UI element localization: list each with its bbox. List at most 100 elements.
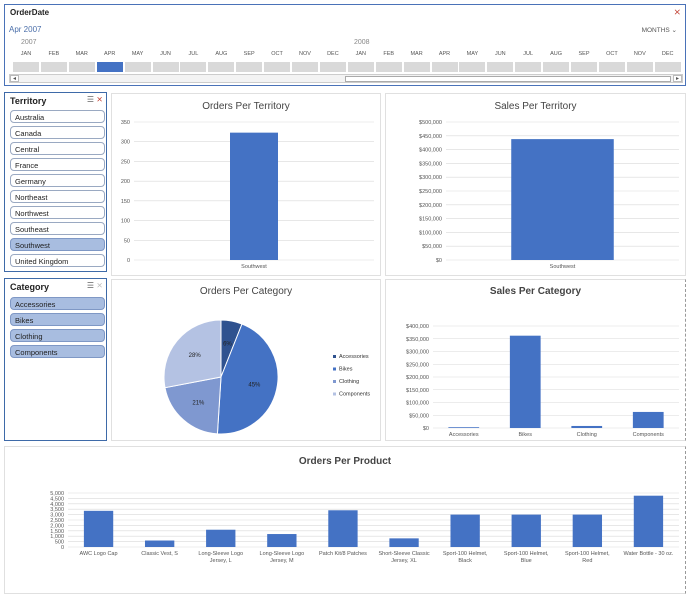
x-tick-label: Jersey, L	[210, 558, 232, 564]
slicer-item[interactable]: United Kingdom	[10, 254, 105, 267]
pie-slice	[216, 323, 279, 435]
timeline-month-cell[interactable]	[13, 62, 39, 72]
timeline-scrollbar[interactable]: ◂ ▸	[9, 74, 683, 83]
timeline-month-cell[interactable]	[236, 62, 263, 72]
slicer-item[interactable]: Northwest	[10, 206, 105, 219]
slicer-title: Category	[10, 282, 50, 292]
y-tick-label: $250,000	[419, 189, 442, 195]
chart-title: Sales Per Territory	[494, 101, 577, 112]
y-tick-label: $100,000	[406, 401, 429, 407]
legend-label: Components	[339, 392, 370, 398]
timeline-month-cell[interactable]	[654, 62, 681, 72]
y-tick-label: $150,000	[406, 388, 429, 394]
timeline-month-cell[interactable]	[124, 62, 151, 72]
slicer-item[interactable]: Accessories	[10, 297, 105, 310]
timeline-month-cell[interactable]	[571, 62, 597, 72]
timeline-year-label: 2008	[354, 39, 370, 46]
timeline-month-cell[interactable]	[626, 62, 653, 72]
timeline-month-cell[interactable]	[96, 62, 123, 72]
y-tick-label: $300,000	[406, 350, 429, 356]
timeline-month-label: JUL	[188, 51, 199, 57]
timeline-month-cell[interactable]	[598, 62, 625, 72]
y-tick-label: 100	[121, 219, 130, 225]
timeline-month-label: MAR	[75, 51, 88, 57]
clear-filter-icon[interactable]: ⨯	[673, 7, 681, 17]
timeline-month-cell[interactable]	[40, 62, 67, 72]
x-tick-label: Components	[633, 432, 664, 438]
y-tick-label: 4,000	[50, 502, 64, 508]
y-tick-label: $400,000	[419, 148, 442, 154]
timeline-month-cell[interactable]	[208, 62, 235, 72]
y-tick-label: 200	[121, 179, 130, 185]
legend-swatch	[333, 380, 336, 383]
timeline-month-cell[interactable]	[347, 62, 374, 72]
orderdate-timeline[interactable]: OrderDate ⨯ Apr 2007 MONTHS ⌄ 2007 2008 …	[4, 4, 686, 86]
chart-title: Orders Per Category	[199, 286, 293, 297]
multi-select-icon[interactable]: ☰	[86, 95, 95, 104]
timeline-month-cell[interactable]	[152, 62, 179, 72]
timeline-month-label: DEC	[327, 51, 339, 57]
bar	[572, 514, 603, 547]
orders-product-plot: 05001,0001,5002,0002,5003,0003,5004,0004…	[50, 491, 679, 564]
multi-select-icon[interactable]: ☰	[86, 281, 95, 290]
slicer-item[interactable]: Germany	[10, 174, 105, 187]
bar	[230, 132, 278, 260]
timeline-month-cell[interactable]	[319, 62, 346, 72]
timeline-month-cell[interactable]	[543, 62, 570, 72]
legend-swatch	[333, 355, 336, 358]
bar	[267, 534, 297, 547]
slicer-item[interactable]: Northeast	[10, 190, 105, 203]
timeline-month-label: JUL	[523, 51, 534, 57]
timeline-month-label: FEB	[383, 51, 395, 57]
legend-swatch	[333, 392, 336, 396]
y-tick-label: 500	[55, 540, 64, 546]
y-tick-label: $200,000	[419, 203, 442, 209]
timeline-month-cell[interactable]	[515, 62, 542, 72]
slicer-item[interactable]: Australia	[10, 110, 105, 123]
y-tick-label: 2,000	[50, 523, 64, 529]
y-tick-label: 4,500	[50, 496, 64, 502]
y-tick-label: 1,500	[50, 529, 64, 535]
slicer-item[interactable]: Southwest	[10, 238, 105, 251]
timeline-month-cell[interactable]	[292, 62, 318, 72]
x-tick-label: Blue	[521, 558, 532, 564]
timeline-month-cell[interactable]	[375, 62, 402, 72]
timeline-level-dropdown[interactable]: MONTHS ⌄	[641, 27, 677, 34]
slicer-item[interactable]: Components	[10, 345, 105, 358]
scroll-right-icon[interactable]: ▸	[673, 75, 682, 82]
timeline-scroll-thumb[interactable]	[345, 76, 671, 82]
sales-per-category-chart: Sales Per Category $0 $50,000 $100,000 $150…	[385, 279, 686, 441]
timeline-month-cell[interactable]	[431, 62, 458, 72]
slicer-item[interactable]: Southeast	[10, 222, 105, 235]
timeline-title: OrderDate	[10, 8, 50, 17]
x-tick-label: Short-Sleeve Classic	[379, 551, 430, 557]
orders-per-territory-chart: Orders Per Territory 0 50 100 150 200 250 300 3…	[111, 93, 381, 276]
scroll-left-icon[interactable]: ◂	[10, 75, 19, 82]
timeline-month-label: NOV	[299, 51, 311, 57]
slicer-item[interactable]: Canada	[10, 126, 105, 139]
clear-filter-icon[interactable]: ⨯	[96, 95, 103, 104]
timeline-month-cell[interactable]	[264, 62, 291, 72]
timeline-month-cell[interactable]	[180, 62, 207, 72]
slicer-item[interactable]: Central	[10, 142, 105, 155]
y-tick-label: 50	[124, 238, 130, 244]
timeline-month-cell[interactable]	[487, 62, 514, 72]
bar	[83, 510, 114, 547]
clear-filter-icon[interactable]: ⨯	[96, 281, 103, 290]
y-tick-label: 3,500	[50, 507, 64, 513]
slicer-item[interactable]: France	[10, 158, 105, 171]
timeline-month-cell[interactable]	[68, 62, 95, 72]
x-tick-label: Jersey, M	[270, 558, 294, 564]
y-tick-label: $50,000	[422, 244, 442, 250]
slicer-item[interactable]: Clothing	[10, 329, 105, 342]
y-tick-label: 0	[61, 545, 64, 551]
timeline-month-cell[interactable]	[459, 62, 486, 72]
slicer-item[interactable]: Bikes	[10, 313, 105, 326]
timeline-month-cell[interactable]	[403, 62, 430, 72]
pie-slice	[164, 376, 222, 435]
y-tick-label: $300,000	[419, 175, 442, 181]
x-tick-label: Classic Vest, S	[141, 551, 178, 557]
x-tick-label: Water Bottle - 30 oz.	[623, 551, 673, 557]
y-tick-label: $450,000	[419, 134, 442, 140]
x-tick-label: Clothing	[577, 432, 597, 438]
